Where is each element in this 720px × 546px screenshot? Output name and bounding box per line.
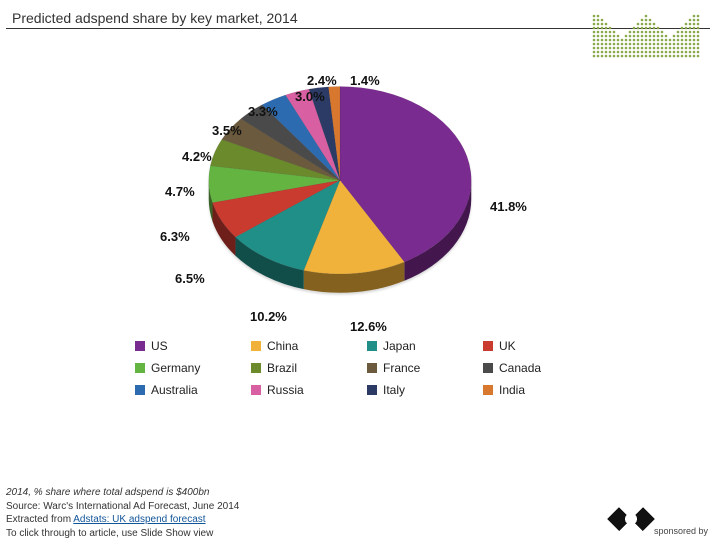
legend-label: US [151,339,168,353]
legend-item-russia: Russia [251,380,363,400]
footer-notes: 2014, % share where total adspend is $40… [6,486,239,540]
legend-swatch [135,341,145,351]
legend-label: France [383,361,420,375]
footer-line1: 2014, % share where total adspend is $40… [6,487,209,498]
slice-label-india: 1.4% [350,73,380,88]
adstats-link[interactable]: Adstats: UK adspend forecast [73,514,205,525]
sponsor-label: sponsored by [654,526,708,536]
footer-line2: Source: Warc's International Ad Forecast… [6,500,239,514]
legend-label: Australia [151,383,198,397]
pie-svg [190,79,490,304]
legend-item-us: US [135,336,247,356]
legend-item-france: France [367,358,479,378]
legend-item-italy: Italy [367,380,479,400]
legend-item-canada: Canada [483,358,595,378]
legend-swatch [135,385,145,395]
legend-swatch [135,363,145,373]
legend-label: China [267,339,298,353]
legend-label: Russia [267,383,304,397]
slice-label-canada: 3.5% [212,123,242,138]
legend-label: Italy [383,383,405,397]
footer-line4: To click through to article, use Slide S… [6,527,239,541]
legend-item-uk: UK [483,336,595,356]
legend-label: Brazil [267,361,297,375]
slice-label-italy: 2.4% [307,73,337,88]
legend-swatch [367,341,377,351]
pie-chart [185,69,495,339]
legend-swatch [483,385,493,395]
slice-label-japan: 10.2% [250,309,287,324]
legend-label: India [499,383,525,397]
legend: US China Japan UK Germany Brazil France Canada A… [135,336,595,400]
legend-item-australia: Australia [135,380,247,400]
page-title: Predicted adspend share by key market, 2… [12,10,298,26]
slice-label-brazil: 4.7% [165,184,195,199]
legend-label: Japan [383,339,416,353]
legend-item-china: China [251,336,363,356]
slice-label-russia: 3.0% [295,89,325,104]
slice-label-germany: 6.3% [160,229,190,244]
legend-label: UK [499,339,516,353]
legend-item-japan: Japan [367,336,479,356]
mec-logo [607,495,655,543]
legend-label: Germany [151,361,200,375]
legend-swatch [483,363,493,373]
footer-line3-pre: Extracted from [6,514,73,525]
legend-swatch [251,385,261,395]
legend-swatch [251,363,261,373]
legend-swatch [367,363,377,373]
slice-label-australia: 3.3% [248,104,278,119]
legend-item-india: India [483,380,595,400]
legend-swatch [251,341,261,351]
sponsor-block: sponsored by [614,502,708,536]
legend-swatch [367,385,377,395]
legend-swatch [483,341,493,351]
slice-label-us: 41.8% [490,199,527,214]
legend-item-brazil: Brazil [251,358,363,378]
slice-label-china: 12.6% [350,319,387,334]
footer-line3: Extracted from Adstats: UK adspend forec… [6,513,239,527]
slice-label-uk: 6.5% [175,271,205,286]
slice-label-france: 4.2% [182,149,212,164]
legend-label: Canada [499,361,541,375]
legend-item-germany: Germany [135,358,247,378]
